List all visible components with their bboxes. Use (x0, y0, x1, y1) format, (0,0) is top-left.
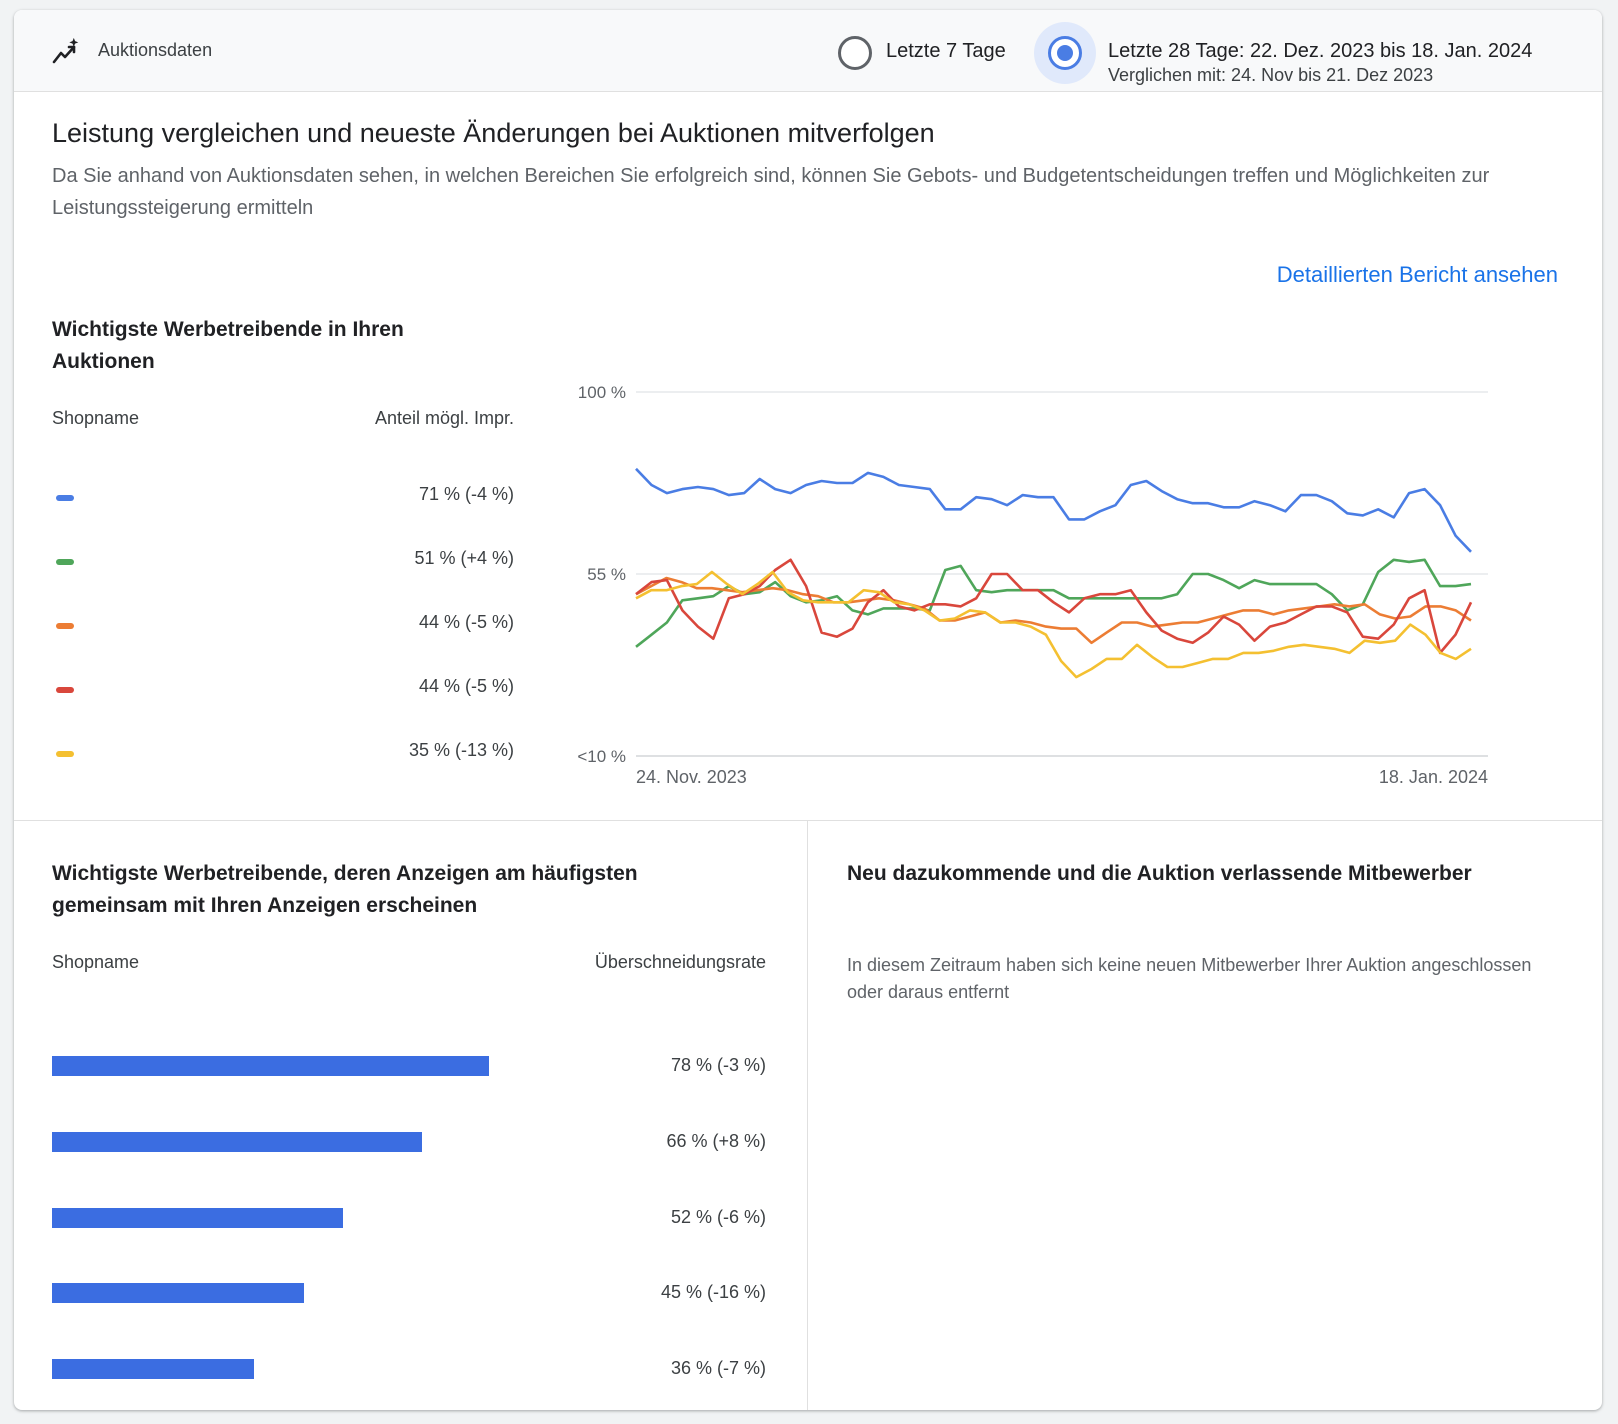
radio-last-28-days[interactable] (1048, 36, 1082, 70)
x-tick-label: 18. Jan. 2024 (1379, 767, 1488, 787)
detailed-report-link[interactable]: Detaillierten Bericht ansehen (1276, 262, 1558, 287)
series-line (635, 467, 1472, 553)
overlap-bar (52, 1359, 254, 1379)
overlap-value: 52 % (-6 %) (670, 1207, 766, 1227)
y-tick-label: <10 % (577, 747, 626, 766)
section-divider (14, 820, 1602, 821)
overlap-bar (52, 1283, 304, 1303)
overlap-col-value: Überschneidungsrate (594, 952, 766, 972)
top-advertisers-title: Wichtigste Werbetreibende in Ihren Aukti… (52, 318, 404, 373)
overlap-bar (52, 1208, 344, 1228)
competitors-empty-message: In diesem Zeitraum haben sich keine neue… (847, 955, 1532, 1002)
impression-share-line-chart: 100 % 55 % <10 % 24. Nov. 2023 18. Jan. 2024 (577, 383, 1488, 787)
legend-value: 35 % (-13 %) (408, 740, 514, 760)
chart-grid (636, 391, 1488, 757)
competitors-title: Neu dazukommende und die Auktion verlass… (847, 862, 1472, 885)
legend-swatch (56, 495, 74, 501)
compare-period-label: Verglichen mit: 24. Nov bis 21. Dez 2023 (1108, 65, 1434, 85)
legend-swatch (56, 559, 74, 565)
radio-selected-dot (1057, 45, 1073, 61)
x-tick-label: 24. Nov. 2023 (636, 767, 747, 787)
legend-value: 44 % (-5 %) (418, 612, 514, 632)
overlap-bar (52, 1056, 489, 1076)
overlap-value: 78 % (-3 %) (670, 1055, 766, 1075)
overlap-col-name: Shopname (52, 952, 140, 972)
legend-swatch (56, 623, 74, 629)
overlap-bar (52, 1132, 422, 1152)
column-divider (807, 820, 808, 1410)
overlap-value: 36 % (-7 %) (670, 1358, 766, 1378)
legend-swatch (56, 751, 74, 757)
trending-sparkle-icon (52, 38, 79, 64)
overlap-value: 45 % (-16 %) (660, 1282, 766, 1302)
chart-axis-labels: 100 % 55 % <10 % 24. Nov. 2023 18. Jan. 2024 (577, 383, 1488, 787)
series-line (635, 558, 1473, 655)
page-title: Leistung vergleichen und neueste Änderun… (52, 118, 935, 148)
top-advertisers-col-value: Anteil mögl. Impr. (374, 408, 514, 428)
overlap-title: Wichtigste Werbetreibende, deren Anzeige… (52, 862, 638, 917)
legend-value: 71 % (-4 %) (418, 484, 514, 504)
card-header: Auktionsdaten Letzte 7 Tage Letzte 28 Ta… (14, 10, 1602, 92)
series-line (635, 570, 1472, 679)
legend-swatch (56, 687, 74, 693)
option-last-7-days-label[interactable]: Letzte 7 Tage (886, 40, 1006, 62)
y-tick-label: 55 % (587, 565, 626, 584)
option-last-28-days-label[interactable]: Letzte 28 Tage: 22. Dez. 2023 bis 18. Ja… (1108, 40, 1533, 62)
legend-value: 44 % (-5 %) (418, 676, 514, 696)
page-description: Da Sie anhand von Auktionsdaten sehen, i… (52, 165, 1490, 219)
overlap-value: 66 % (+8 %) (666, 1131, 766, 1151)
series-line (635, 576, 1472, 645)
auction-data-card: Auktionsdaten Letzte 7 Tage Letzte 28 Ta… (14, 10, 1602, 1410)
series-line (635, 558, 1472, 648)
radio-last-7-days[interactable] (838, 36, 872, 70)
chart-series-group (635, 467, 1473, 679)
legend-value: 51 % (+4 %) (414, 548, 514, 568)
top-advertisers-col-name: Shopname (52, 408, 140, 428)
app-title: Auktionsdaten (98, 40, 213, 60)
y-tick-label: 100 % (578, 383, 626, 402)
